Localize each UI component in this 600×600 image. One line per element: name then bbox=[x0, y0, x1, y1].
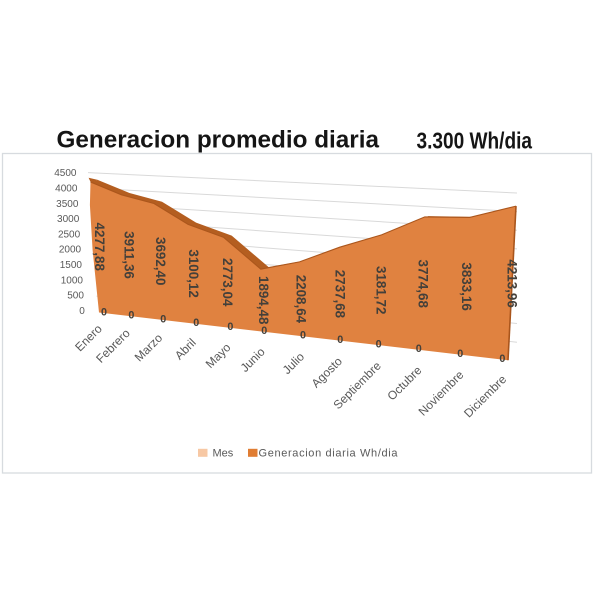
svg-text:0: 0 bbox=[416, 343, 422, 355]
svg-text:4277,88: 4277,88 bbox=[92, 222, 107, 271]
svg-text:500: 500 bbox=[67, 291, 84, 302]
svg-text:Generacion diaria Wh/dia: Generacion diaria Wh/dia bbox=[259, 448, 399, 460]
svg-text:3692,40: 3692,40 bbox=[153, 237, 168, 285]
svg-text:0: 0 bbox=[101, 306, 107, 318]
svg-text:4000: 4000 bbox=[55, 183, 78, 194]
svg-text:0: 0 bbox=[457, 348, 463, 360]
svg-text:3500: 3500 bbox=[56, 199, 79, 210]
svg-text:3181,72: 3181,72 bbox=[373, 266, 388, 314]
svg-text:3833,16: 3833,16 bbox=[459, 262, 474, 310]
svg-text:2500: 2500 bbox=[58, 229, 81, 240]
svg-text:1000: 1000 bbox=[61, 275, 84, 286]
svg-text:0: 0 bbox=[300, 330, 306, 342]
svg-text:1500: 1500 bbox=[60, 260, 83, 271]
svg-text:Mes: Mes bbox=[213, 448, 234, 460]
svg-text:0: 0 bbox=[128, 310, 134, 322]
svg-text:Generacion promedio diaria: Generacion promedio diaria bbox=[57, 127, 380, 154]
svg-text:0: 0 bbox=[499, 353, 505, 365]
svg-text:2737,68: 2737,68 bbox=[333, 270, 348, 319]
svg-text:0: 0 bbox=[227, 321, 233, 333]
svg-text:3000: 3000 bbox=[57, 214, 80, 225]
svg-text:0: 0 bbox=[376, 338, 382, 350]
svg-text:0: 0 bbox=[193, 317, 199, 329]
svg-text:1894,48: 1894,48 bbox=[256, 276, 271, 325]
svg-text:0: 0 bbox=[261, 325, 267, 337]
svg-text:2000: 2000 bbox=[59, 245, 82, 256]
svg-text:4213,96: 4213,96 bbox=[504, 259, 519, 307]
svg-text:2773,04: 2773,04 bbox=[220, 258, 235, 307]
svg-text:0: 0 bbox=[79, 306, 85, 317]
svg-text:4500: 4500 bbox=[54, 168, 77, 179]
svg-text:0: 0 bbox=[160, 313, 166, 325]
svg-text:3.300 Wh/dia: 3.300 Wh/dia bbox=[417, 128, 533, 154]
svg-text:0: 0 bbox=[337, 334, 343, 346]
svg-text:3774,68: 3774,68 bbox=[415, 259, 430, 308]
svg-text:3911,36: 3911,36 bbox=[122, 231, 137, 279]
svg-text:2208,64: 2208,64 bbox=[294, 275, 309, 324]
svg-text:3100,12: 3100,12 bbox=[186, 249, 201, 297]
